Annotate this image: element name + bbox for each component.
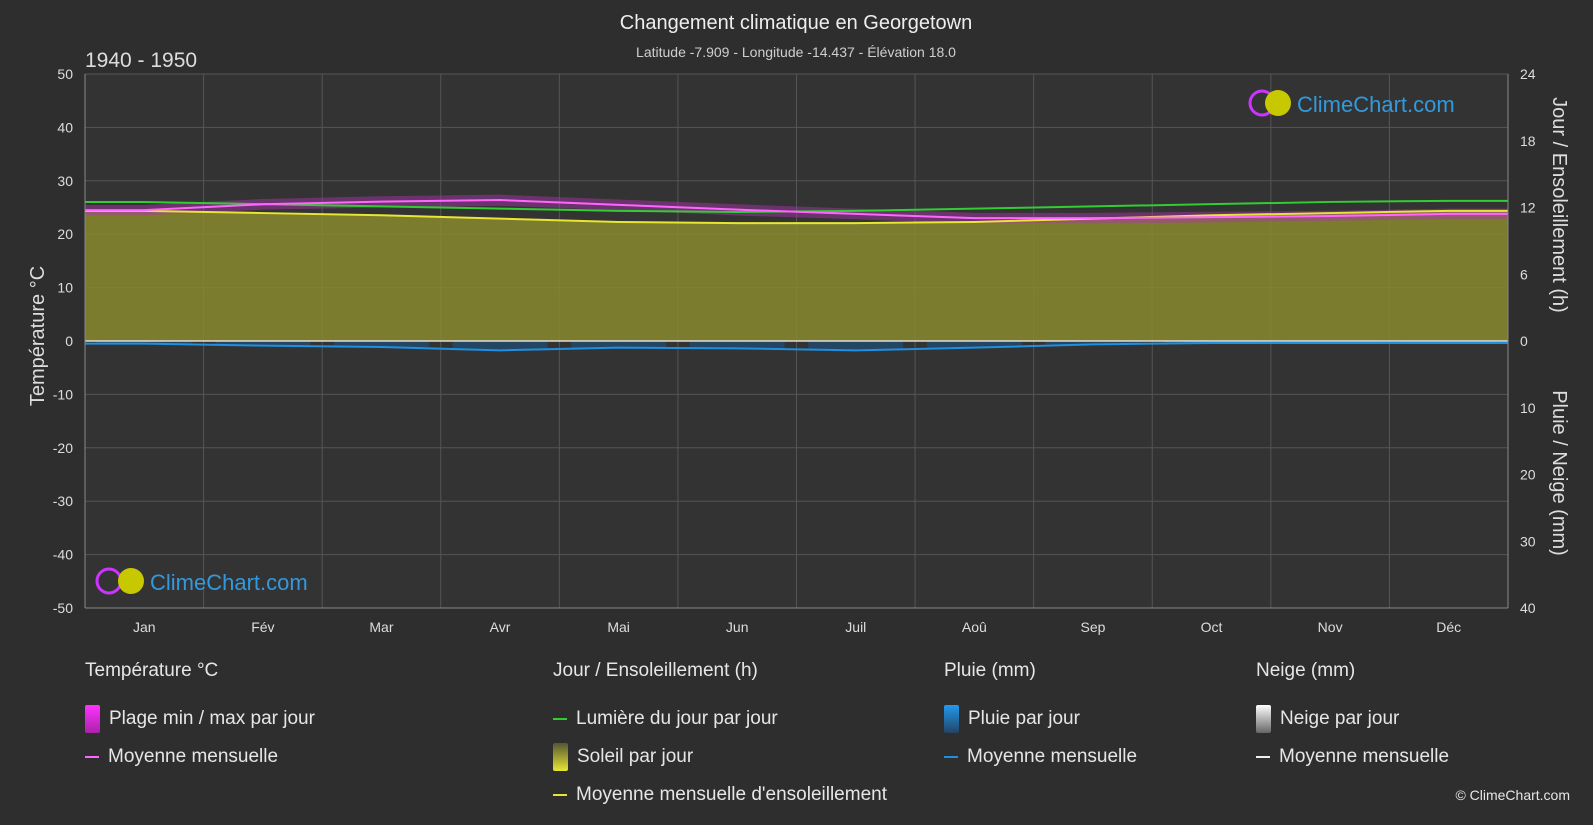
rain-bar — [452, 341, 548, 351]
y-tick-label: 30 — [57, 173, 73, 189]
rain-bar — [1401, 341, 1497, 344]
snow-mean-swatch — [1256, 756, 1270, 758]
legend-sunshine-mean: Moyenne mensuelle d'ensoleillement — [576, 784, 887, 805]
legend-sunshine-mean-row: Moyenne mensuelle d'ensoleillement — [553, 776, 887, 814]
legend-sunshine: Soleil par jour — [577, 746, 694, 767]
rain-tick-label: 40 — [1520, 600, 1536, 616]
rain-bar — [808, 341, 904, 351]
sunshine-mean-line — [85, 209, 1508, 225]
sunshine-fill — [85, 210, 1508, 341]
legend-rain-mean-row: Moyenne mensuelle — [944, 738, 1137, 776]
sun-tick-label: 0 — [1520, 333, 1528, 349]
y-axis-label-left: Température °C — [27, 266, 49, 406]
snow-swatch — [1256, 705, 1271, 733]
y-tick-label: 40 — [57, 119, 73, 135]
legend-snow-daily: Neige par jour — [1280, 708, 1400, 729]
sun-tick-label: 12 — [1520, 200, 1536, 216]
x-tick-label: Avr — [490, 619, 511, 635]
rain-bar — [1282, 341, 1378, 344]
series-lines — [85, 199, 1508, 352]
temp-mean-swatch — [85, 756, 99, 758]
brand-text-top: ClimeChart.com — [1297, 92, 1455, 117]
legend-temp-range: Plage min / max par jour — [109, 708, 315, 729]
rain-bars — [96, 341, 1497, 351]
temp-range-swatch — [85, 705, 100, 733]
rain-bar — [571, 341, 667, 348]
sun-tick-label: 6 — [1520, 266, 1528, 282]
rain-tick-label: 20 — [1520, 467, 1536, 483]
legend-temp-mean: Moyenne mensuelle — [108, 746, 279, 767]
legend-rain-daily-row: Pluie par jour — [944, 700, 1137, 738]
legend-temperature: Température °C Plage min / max par jour … — [85, 660, 315, 776]
y-axis-label-right-bottom: Pluie / Neige (mm) — [1548, 390, 1570, 556]
x-tick-label: Aoû — [962, 619, 987, 635]
y-tick-label: 50 — [57, 66, 73, 82]
legend-rain-title: Pluie (mm) — [944, 660, 1036, 681]
y-tick-label: -50 — [53, 600, 73, 616]
legend-temp-mean-row: Moyenne mensuelle — [85, 738, 315, 776]
rain-swatch — [944, 705, 959, 733]
chart-title: Changement climatique en Georgetown — [620, 12, 972, 34]
y-tick-label: 0 — [65, 333, 73, 349]
rain-tick-label: 30 — [1520, 533, 1536, 549]
rain-bar — [926, 341, 1022, 348]
sun-tick-label: 24 — [1520, 66, 1536, 82]
x-tick-label: Jan — [133, 619, 156, 635]
legend-temp-title: Température °C — [85, 660, 219, 681]
rain-bar — [1045, 341, 1141, 345]
axes: 50 40 30 20 10 0 -10 -20 -30 -40 -50 24 18 12 6 0 10 20 30… — [53, 66, 1536, 635]
copyright: © ClimeChart.com — [1455, 787, 1570, 803]
x-tick-label: Déc — [1436, 619, 1461, 635]
period-label: 1940 - 1950 — [85, 49, 197, 72]
legend-rain: Pluie (mm) Pluie par jour Moyenne mensue… — [944, 660, 1137, 776]
x-tick-label: Mai — [607, 619, 630, 635]
rain-bar — [215, 341, 311, 346]
legend-sunshine: Jour / Ensoleillement (h) Lumière du jou… — [553, 660, 887, 814]
legend-daylight-row: Lumière du jour par jour — [553, 700, 887, 738]
x-tick-label: Fév — [251, 619, 274, 635]
brand-text-bottom: ClimeChart.com — [150, 570, 308, 595]
rain-bar — [96, 341, 192, 344]
rain-bar — [1164, 341, 1259, 344]
x-tick-label: Juil — [845, 619, 866, 635]
y-tick-label: -10 — [53, 386, 73, 402]
y-axis-label-right-top: Jour / Ensoleillement (h) — [1548, 97, 1570, 313]
brand-logo-bottom: ClimeChart.com — [95, 567, 308, 595]
x-tick-label: Sep — [1080, 619, 1105, 635]
chart-subtitle: Latitude -7.909 - Longitude -14.437 - Él… — [636, 44, 956, 60]
x-tick-label: Oct — [1201, 619, 1223, 635]
legend-rain-mean: Moyenne mensuelle — [967, 746, 1138, 767]
x-tick-label: Nov — [1318, 619, 1343, 635]
legend-snow-daily-row: Neige par jour — [1256, 700, 1449, 738]
rain-tick-label: 10 — [1520, 400, 1536, 416]
rain-bar — [689, 341, 785, 349]
rain-mean-swatch — [944, 756, 958, 758]
rain-mean-line — [85, 342, 1508, 352]
y-tick-label: -30 — [53, 493, 73, 509]
sun-tick-label: 18 — [1520, 133, 1536, 149]
daylight-swatch — [553, 718, 567, 720]
legend-snow: Neige (mm) Neige par jour Moyenne mensue… — [1256, 660, 1449, 776]
legend-sunshine-row: Soleil par jour — [553, 738, 887, 776]
sunshine-mean-swatch — [553, 794, 567, 796]
legend-rain-daily: Pluie par jour — [968, 708, 1080, 729]
temperature-mean-line — [85, 199, 1508, 220]
legend-snow-mean-row: Moyenne mensuelle — [1256, 738, 1449, 776]
brand-logo-top: ClimeChart.com — [1248, 89, 1455, 117]
legend-snow-title: Neige (mm) — [1256, 660, 1356, 681]
y-tick-label: 20 — [57, 226, 73, 242]
sunshine-swatch — [553, 743, 568, 771]
y-tick-label: -40 — [53, 547, 73, 563]
legend-daylight: Lumière du jour par jour — [576, 708, 778, 729]
x-tick-label: Mar — [369, 619, 393, 635]
legend-temp-range-row: Plage min / max par jour — [85, 700, 315, 738]
legend-snow-mean: Moyenne mensuelle — [1279, 746, 1450, 767]
y-tick-label: 10 — [57, 280, 73, 296]
legend-sun-title: Jour / Ensoleillement (h) — [553, 660, 758, 681]
y-tick-label: -20 — [53, 440, 73, 456]
rain-bar — [334, 341, 429, 348]
x-tick-label: Jun — [726, 619, 749, 635]
